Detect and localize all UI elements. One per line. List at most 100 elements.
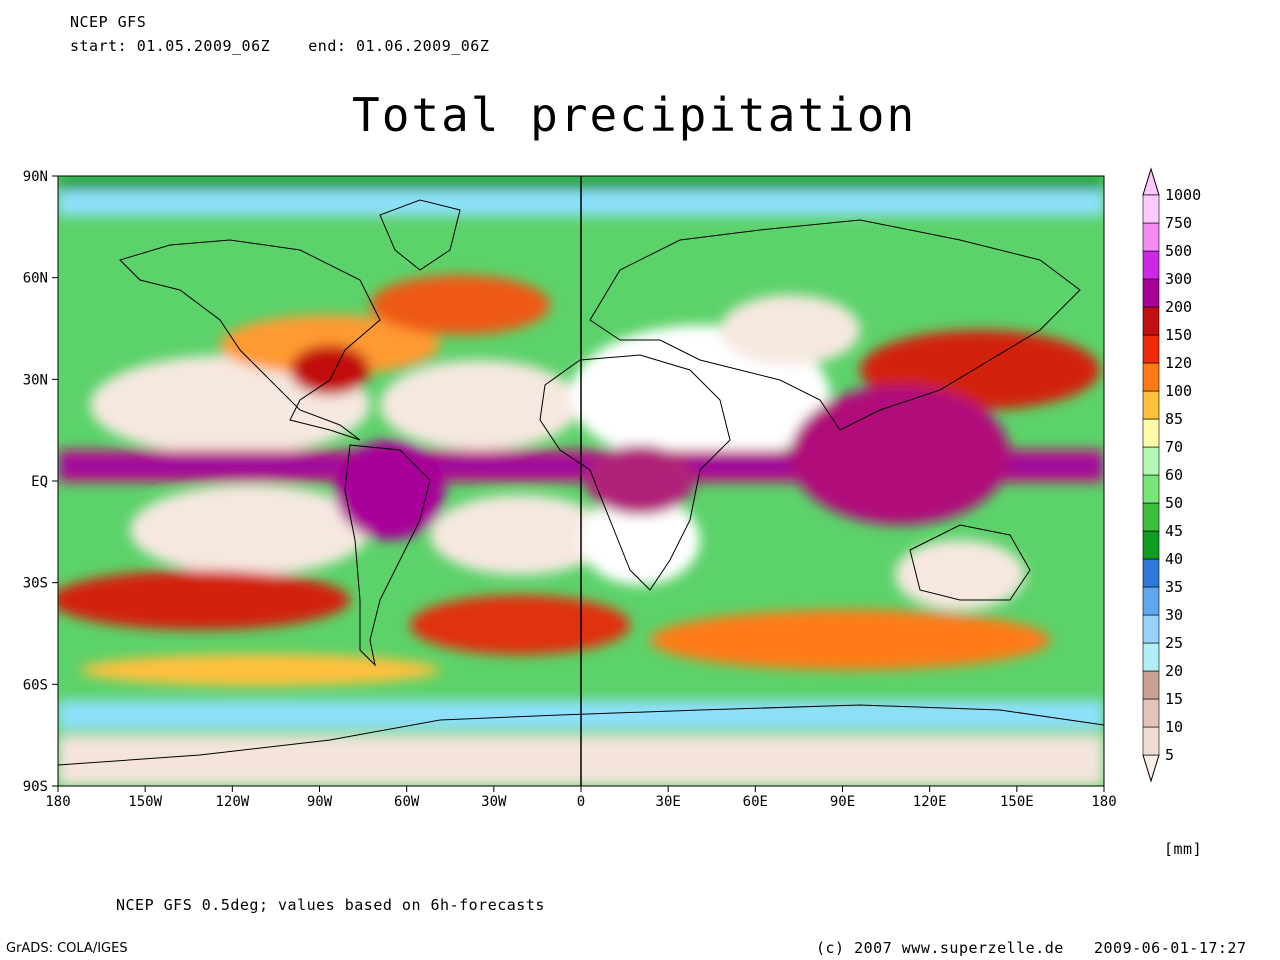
lat-label: 60S xyxy=(23,677,48,693)
south-america-outline xyxy=(344,444,431,667)
colorbar-swatch xyxy=(1142,278,1160,308)
storm-us-east xyxy=(290,345,370,395)
colorbar-label: 120 xyxy=(1165,354,1192,372)
greenland-outline xyxy=(379,199,461,271)
lat-label: 90S xyxy=(23,779,48,795)
lon-label: 90W xyxy=(307,794,333,810)
time-range: start: 01.05.2009_06Z end: 01.06.2009_06… xyxy=(70,37,489,55)
colorbar-swatch xyxy=(1142,334,1160,364)
storm-track-natl xyxy=(370,275,550,335)
lon-label: 180 xyxy=(45,794,70,810)
lat-label: 90N xyxy=(23,169,48,185)
footer-description: NCEP GFS 0.5deg; values based on 6h-fore… xyxy=(116,896,545,914)
start-label: start: xyxy=(70,37,128,55)
unit-label: [mm] xyxy=(1164,840,1203,858)
colorbar-label: 10 xyxy=(1165,718,1183,736)
colorbar-swatch xyxy=(1142,530,1160,560)
colorbar-label: 20 xyxy=(1165,662,1183,680)
precipitation-bands xyxy=(58,176,1104,786)
colorbar-swatch xyxy=(1142,614,1160,644)
latitude-labels: 90N 60N 30N EQ 30S 60S 90S xyxy=(23,169,48,795)
longitude-labels: 180 150W 120W 90W 60W 30W 0 30E 60E 90E 120E 150E 18… xyxy=(45,794,1116,810)
dry-zone-natl xyxy=(380,360,580,450)
colorbar-label: 750 xyxy=(1165,214,1192,232)
end-label: end: xyxy=(308,37,347,55)
lon-label: 30E xyxy=(656,794,681,810)
colorbar-swatch xyxy=(1142,558,1160,588)
storm-track-sind xyxy=(650,610,1050,670)
colorbar-swatch xyxy=(1142,222,1160,252)
colorbar-label: 150 xyxy=(1165,326,1192,344)
colorbar-label: 60 xyxy=(1165,466,1183,484)
colorbar-label: 40 xyxy=(1165,550,1183,568)
congo-rain xyxy=(585,445,695,515)
colorbar-label: 100 xyxy=(1165,382,1192,400)
colorbar-swatch xyxy=(1142,306,1160,336)
colorbar-swatch xyxy=(1142,390,1160,420)
colorbar-label: 70 xyxy=(1165,438,1183,456)
colorbar-swatch xyxy=(1142,194,1160,224)
colorbar-label: 35 xyxy=(1165,578,1183,596)
colorbar-label: 25 xyxy=(1165,634,1183,652)
colorbar-label: 5 xyxy=(1165,746,1174,764)
lon-label: 90E xyxy=(830,794,855,810)
copyright: (c) 2007 www.superzelle.de xyxy=(816,939,1064,957)
eurasia-outline xyxy=(589,219,1081,431)
lon-label: 120W xyxy=(215,794,249,810)
colorbar-swatch xyxy=(1142,502,1160,532)
colorbar-label: 200 xyxy=(1165,298,1192,316)
lat-label: EQ xyxy=(31,474,48,490)
colorbar-swatch xyxy=(1142,362,1160,392)
colorbar-bottom-arrow xyxy=(1142,754,1160,783)
lat-label: 30N xyxy=(23,372,48,388)
storm-track-satl xyxy=(410,595,630,655)
colorbar-label: 45 xyxy=(1165,522,1183,540)
maritime-continent-rain xyxy=(790,385,1010,525)
colorbar-swatch xyxy=(1142,446,1160,476)
band-southern-ocean xyxy=(80,654,440,686)
colorbar-label: 300 xyxy=(1165,270,1192,288)
start-time: 01.05.2009_06Z xyxy=(136,37,271,55)
end-time: 01.06.2009_06Z xyxy=(355,37,490,55)
antarctica-outline xyxy=(58,704,1104,766)
timestamp: 2009-06-01-17:27 xyxy=(1094,939,1247,957)
lon-label: 60E xyxy=(743,794,768,810)
colorbar-swatch xyxy=(1142,474,1160,504)
dry-zone-australia xyxy=(895,540,1025,610)
colorbar-label: 15 xyxy=(1165,690,1183,708)
colorbar-label: 500 xyxy=(1165,242,1192,260)
lon-label: 60W xyxy=(394,794,420,810)
lon-label: 150W xyxy=(128,794,162,810)
north-america-outline xyxy=(119,239,381,441)
model-name: NCEP GFS xyxy=(70,13,147,31)
colorbar-swatch xyxy=(1142,726,1160,756)
colorbar-swatch xyxy=(1142,698,1160,728)
colorbar-label: 1000 xyxy=(1165,186,1201,204)
colorbar-label: 30 xyxy=(1165,606,1183,624)
storm-track-spac xyxy=(58,570,350,630)
lon-label: 30W xyxy=(481,794,507,810)
colorbar-swatch xyxy=(1142,250,1160,280)
software-credit: GrADS: COLA/IGES xyxy=(6,941,128,956)
colorbar-swatch xyxy=(1142,586,1160,616)
dry-zone-safrica xyxy=(580,495,700,585)
axis-ticks xyxy=(52,175,1105,792)
dry-zone-satl xyxy=(430,495,610,575)
colorbar-label: 85 xyxy=(1165,410,1183,428)
lon-label: 180 xyxy=(1091,794,1116,810)
africa-outline xyxy=(539,354,731,591)
dry-zone-asia xyxy=(720,295,860,365)
coastlines xyxy=(58,199,1104,766)
page-title: Total precipitation xyxy=(352,88,917,142)
australia-outline xyxy=(909,524,1031,601)
map-field xyxy=(58,176,1104,786)
colorbar-swatch xyxy=(1142,418,1160,448)
amazon-rain xyxy=(335,440,445,540)
lon-label: 150E xyxy=(1000,794,1034,810)
colorbar-top-arrow xyxy=(1142,167,1160,196)
colorbar: 5 10 15 20 25 30 35 40 45 50 60 70 85 100 120 150 200 300… xyxy=(1142,167,1201,783)
dry-zone-spac xyxy=(130,485,370,575)
lon-label: 0 xyxy=(577,794,585,810)
lat-label: 60N xyxy=(23,271,48,287)
colorbar-swatch xyxy=(1142,670,1160,700)
